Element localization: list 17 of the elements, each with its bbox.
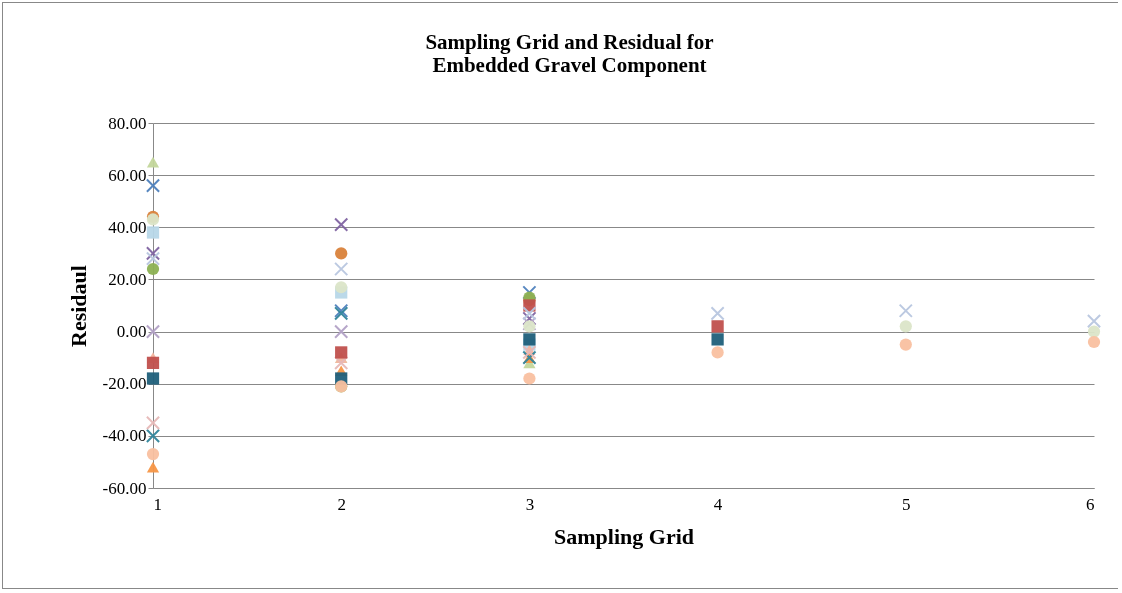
y-tick-label: 0.00	[116, 322, 147, 342]
y-tick-label: 60.00	[108, 165, 147, 185]
x-axis-title: Sampling Grid	[554, 523, 694, 549]
x-tick-label: 1	[153, 494, 162, 514]
y-tick-label: 20.00	[108, 269, 147, 289]
x-tick-label: 2	[337, 494, 346, 514]
x-tick-label: 5	[902, 494, 911, 514]
y-tick-label: 40.00	[108, 217, 147, 237]
x-tick-label: 6	[1086, 494, 1095, 514]
y-tick-label: -20.00	[102, 374, 147, 394]
y-tick-label: -40.00	[102, 426, 147, 446]
x-tick-label: 4	[713, 494, 723, 514]
chart-title: Sampling Grid and Residual for Embedded Gravel Component	[425, 30, 714, 77]
y-tick-label: 80.00	[108, 113, 147, 133]
y-axis-title: Residaul	[65, 265, 91, 347]
x-tick-label: 3	[525, 494, 535, 514]
y-tick-label: -60.00	[102, 478, 147, 498]
